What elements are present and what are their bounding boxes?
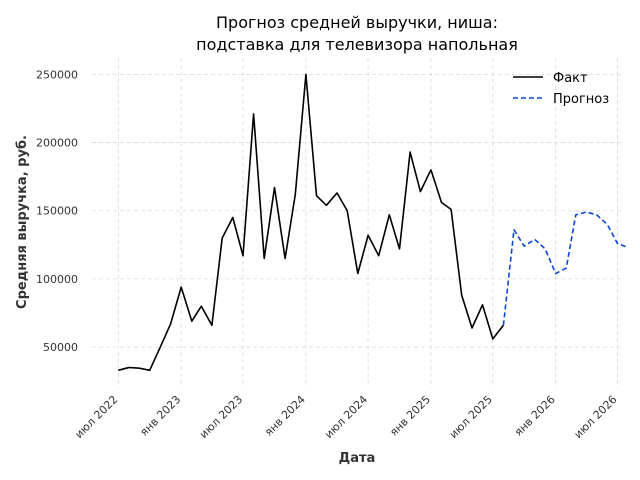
x-tick-label: янв 2026 (512, 393, 558, 439)
y-tick-labels: 50000 100000 150000 200000 250000 (36, 68, 78, 354)
x-axis-title: Дата (339, 451, 376, 466)
y-tick-label: 200000 (36, 137, 78, 150)
y-tick-label: 50000 (43, 341, 78, 354)
grid (92, 58, 624, 388)
series-line-fact (118, 73, 505, 372)
y-tick-label: 100000 (36, 273, 78, 286)
chart-title-line-1: Прогноз средней выручки, ниша: (216, 13, 498, 32)
x-tick-label: янв 2025 (387, 393, 433, 439)
series-line-forecast (502, 211, 629, 326)
x-tick-label: янв 2023 (137, 393, 183, 439)
x-tick-label: июл 2023 (197, 393, 245, 441)
x-tick-label: июл 2024 (322, 393, 370, 441)
legend: Факт Прогноз (513, 71, 609, 107)
y-tick-label: 250000 (36, 68, 78, 81)
x-tick-label: июл 2022 (72, 393, 120, 441)
x-tick-labels: июл 2022 янв 2023 июл 2023 янв 2024 июл 2024… (72, 393, 619, 441)
y-axis-title: Средняя выручка, руб. (15, 135, 30, 309)
series-lines (118, 73, 629, 372)
x-tick-label: июл 2026 (572, 393, 620, 441)
x-tick-label: июл 2025 (447, 393, 495, 441)
legend-label-fact: Факт (553, 71, 588, 86)
y-tick-label: 150000 (36, 205, 78, 218)
chart-title-line-2: подставка для телевизора напольная (196, 35, 518, 54)
legend-label-forecast: Прогноз (553, 92, 609, 107)
x-tick-label: янв 2024 (262, 393, 308, 439)
